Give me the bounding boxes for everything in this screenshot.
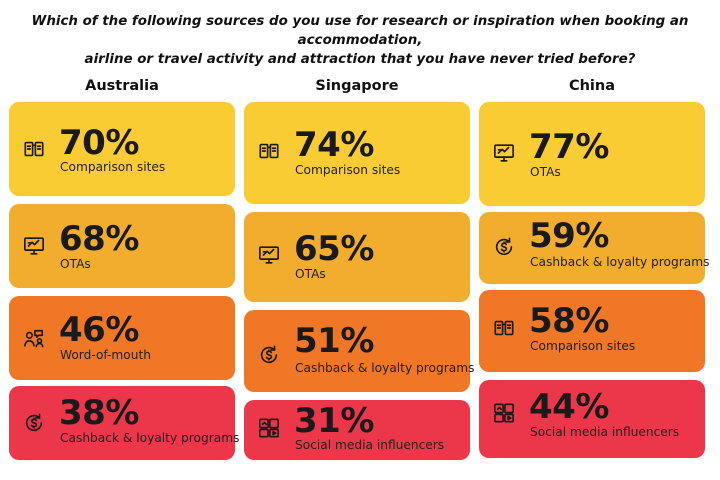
card-label: Social media influencers (295, 438, 445, 452)
column-title: China (568, 78, 616, 94)
percentage: 44% (529, 387, 609, 427)
column-australia: Australia 70% Comparison sites 68% OTAs … (9, 76, 239, 460)
card-au-4: 38% Cashback & loyalty programs (9, 386, 239, 460)
percentage: 46% (59, 310, 139, 350)
cashback-icon (23, 412, 45, 434)
card-cn-2: 59% Cashback & loyalty programs (479, 212, 709, 284)
column-title: Singapore (315, 78, 399, 94)
card-sg-4: 31% Social media influencers (244, 400, 470, 460)
percentage: 58% (529, 301, 609, 341)
ota-icon (23, 235, 45, 257)
comparison-icon (493, 317, 515, 339)
card-label: Social media influencers (530, 425, 680, 439)
card-cn-3: 58% Comparison sites (479, 290, 705, 372)
question-line-1: Which of the following sources do you us… (31, 14, 689, 48)
card-label: Word-of-mouth (60, 348, 151, 362)
cashback-icon (258, 344, 280, 366)
card-label: Cashback & loyalty programs (295, 361, 475, 375)
card-cn-1: 77% OTAs (479, 102, 705, 206)
card-au-1: 70% Comparison sites (9, 102, 235, 196)
percentage: 70% (59, 123, 139, 163)
cashback-icon (493, 236, 515, 258)
social-media-icon (258, 417, 280, 439)
word-of-mouth-icon (23, 328, 45, 350)
percentage: 51% (294, 321, 374, 361)
card-sg-3: 51% Cashback & loyalty programs (244, 310, 474, 392)
question-heading: Which of the following sources do you us… (0, 12, 720, 69)
ota-icon (258, 244, 280, 266)
percentage: 77% (529, 127, 609, 167)
column-singapore: Singapore 74% Comparison sites 65% OTAs … (244, 76, 474, 460)
comparison-icon (258, 140, 280, 162)
card-label: OTAs (60, 257, 91, 271)
percentage: 38% (59, 393, 139, 433)
card-au-3: 46% Word-of-mouth (9, 296, 235, 380)
card-label: Cashback & loyalty programs (60, 431, 240, 445)
ota-icon (493, 142, 515, 164)
card-au-2: 68% OTAs (9, 204, 235, 288)
card-sg-2: 65% OTAs (244, 212, 470, 302)
card-label: Comparison sites (295, 163, 401, 177)
card-label: Comparison sites (60, 160, 166, 174)
percentage: 31% (294, 401, 374, 441)
column-china: China 77% OTAs 59% Cashback & loyalty pr… (479, 76, 709, 458)
card-sg-1: 74% Comparison sites (244, 102, 470, 204)
card-label: Comparison sites (530, 339, 636, 353)
percentage: 74% (294, 125, 374, 165)
percentage: 65% (294, 229, 374, 269)
percentage: 59% (529, 216, 609, 256)
card-label: Cashback & loyalty programs (530, 255, 710, 269)
percentage: 68% (59, 219, 139, 259)
comparison-icon (23, 138, 45, 160)
card-label: OTAs (530, 165, 561, 179)
card-cn-4: 44% Social media influencers (479, 380, 705, 458)
card-label: OTAs (295, 267, 326, 281)
column-title: Australia (85, 78, 159, 94)
social-media-icon (493, 402, 515, 424)
question-line-2: airline or travel activity and attractio… (84, 52, 636, 67)
